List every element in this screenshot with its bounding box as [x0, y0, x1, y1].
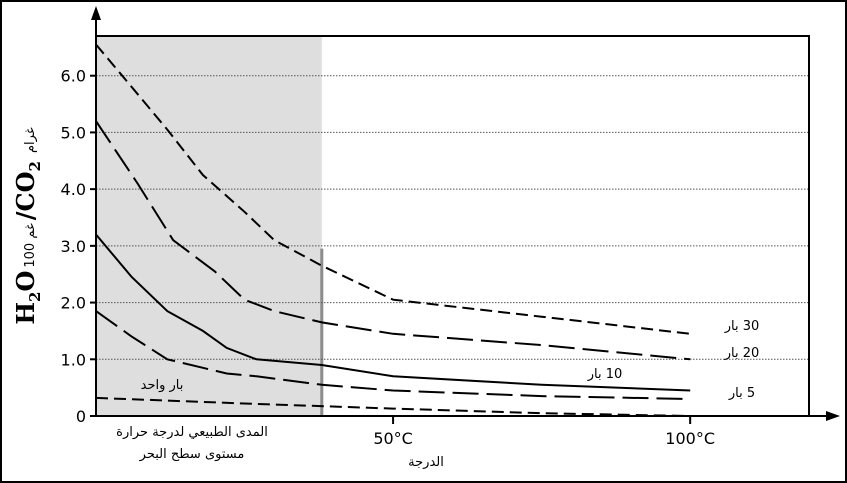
x-tick-label: 100°C [665, 429, 715, 448]
range-label-line1: المدى الطبيعي لدرجة حرارة [116, 425, 268, 440]
series-line [95, 43, 691, 335]
axes-layer [91, 6, 840, 421]
shade-layer [96, 36, 324, 416]
series-label: 20 بار [724, 346, 760, 361]
y-tick-label: 2.0 [61, 294, 86, 313]
series-line [95, 120, 691, 361]
series-layer: 30 بار 20 بار 10 بار 5 بار بار واحد [95, 43, 760, 417]
natural-range-shade [96, 36, 322, 416]
x-axis-arrow [826, 411, 840, 421]
y-tick-label: 0 [76, 407, 86, 426]
series-label: بار واحد [141, 378, 184, 393]
y-axis-title: H2O100 غم/CO2غرام [11, 127, 44, 324]
x-tick-label: 50°C [373, 429, 413, 448]
series-line [95, 233, 691, 392]
series-label: 5 بار [728, 386, 755, 401]
y-tick-label: 5.0 [61, 123, 86, 142]
range-label-line2: مستوى سطح البحر [139, 447, 245, 462]
y-tick-label: 6.0 [61, 67, 86, 86]
y-tick-label: 1.0 [61, 350, 86, 369]
y-tick-label: 3.0 [61, 237, 86, 256]
y-tick-label: 4.0 [61, 180, 86, 199]
ticks-layer: 0 1.0 2.0 3.0 4.0 5.0 6.0 50°C 100°C [61, 67, 715, 448]
x-axis-title: الدرجة [408, 455, 444, 470]
series-line [95, 310, 691, 400]
y-axis-arrow [91, 6, 101, 20]
series-label: 30 بار [724, 319, 760, 334]
series-label: 10 بار [587, 367, 623, 382]
series-line [95, 396, 691, 417]
